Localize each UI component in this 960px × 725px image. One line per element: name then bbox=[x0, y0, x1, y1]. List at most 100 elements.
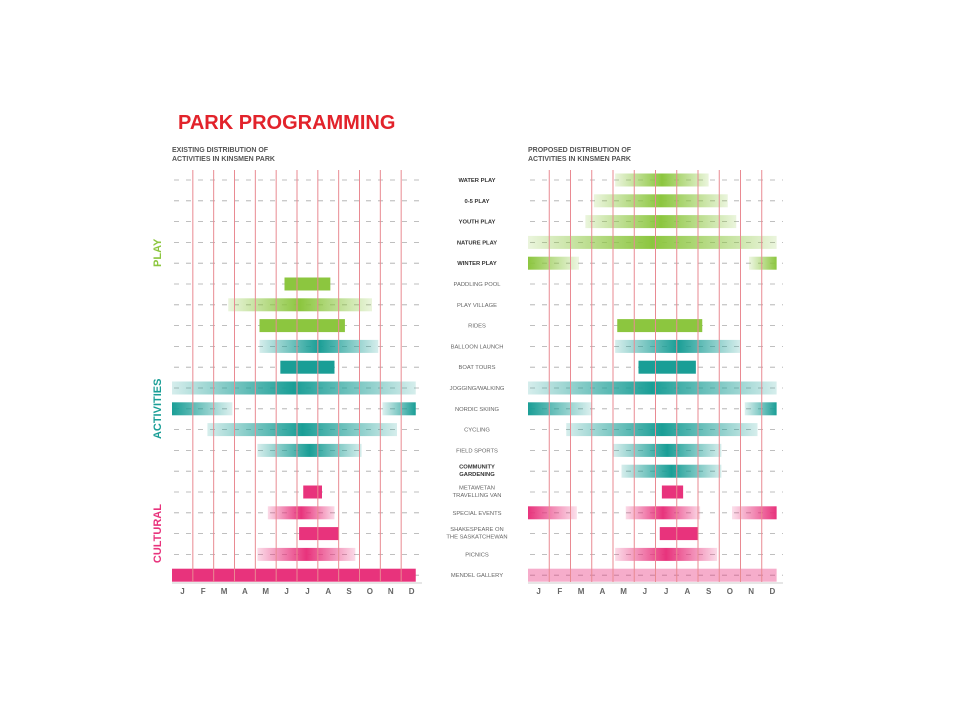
proposed-month-label: M bbox=[620, 587, 627, 596]
activity-label-winter-play: WINTER PLAY bbox=[457, 261, 497, 267]
existing-bar-metawetan-travelling-van bbox=[303, 485, 322, 499]
proposed-bar-0-5-play bbox=[593, 194, 728, 208]
existing-month-label: D bbox=[409, 587, 415, 596]
page-title: PARK PROGRAMMING bbox=[178, 112, 395, 134]
existing-bar-play-village bbox=[228, 298, 372, 312]
existing-bar-jogging-walking bbox=[172, 381, 416, 395]
activity-label-balloon-launch: BALLOON LAUNCH bbox=[451, 344, 504, 350]
activity-label-0-5-play: 0-5 PLAY bbox=[465, 199, 490, 205]
proposed-bar-community-gardening bbox=[621, 464, 722, 478]
existing-month-label: J bbox=[305, 587, 309, 596]
proposed-month-label: J bbox=[664, 587, 668, 596]
activity-label-line: GARDENING bbox=[459, 472, 495, 478]
activity-label-line: METAWETAN bbox=[459, 486, 495, 492]
activity-label-water-play: WATER PLAY bbox=[458, 178, 495, 184]
proposed-bar-winter-play bbox=[749, 256, 777, 270]
proposed-bar-youth-play bbox=[585, 215, 737, 229]
existing-month-label: N bbox=[388, 587, 394, 596]
proposed-month-label: J bbox=[536, 587, 540, 596]
existing-bar-special-events bbox=[267, 506, 335, 520]
existing-heading-line-2: ACTIVITIES IN KINSMEN PARK bbox=[172, 156, 275, 163]
proposed-bar-picnics bbox=[615, 547, 718, 561]
activity-label-youth-play: YOUTH PLAY bbox=[459, 220, 496, 226]
proposed-bar-water-play bbox=[615, 173, 709, 187]
proposed-month-label: A bbox=[684, 587, 690, 596]
proposed-bar-winter-play bbox=[528, 256, 579, 270]
existing-heading-line-1: EXISTING DISTRIBUTION OF bbox=[172, 147, 269, 154]
proposed-bar-nordic-skiing bbox=[744, 402, 777, 416]
proposed-month-label: S bbox=[706, 587, 712, 596]
activity-label-nordic-skiing: NORDIC SKIING bbox=[455, 407, 500, 413]
existing-month-label: A bbox=[242, 587, 248, 596]
proposed-heading-line-1: PROPOSED DISTRIBUTION OF bbox=[528, 147, 632, 154]
existing-bar-paddling-pool bbox=[284, 277, 331, 291]
existing-month-label: J bbox=[180, 587, 184, 596]
activity-label-community-gardening: COMMUNITY GARDENING bbox=[459, 465, 495, 479]
activity-label-boat-tours: BOAT TOURS bbox=[459, 365, 496, 371]
proposed-bar-special-events bbox=[732, 506, 777, 520]
proposed-bar-nature-play bbox=[528, 235, 777, 249]
activity-label-special-events: SPECIAL EVENTS bbox=[452, 511, 501, 517]
proposed-bar-shakespeare-on-the-saskatchewan bbox=[659, 527, 698, 541]
proposed-bar-field-sports bbox=[613, 443, 722, 457]
group-label-cultural: CULTURAL bbox=[152, 504, 164, 563]
activity-label-line: COMMUNITY bbox=[459, 465, 495, 471]
existing-month-label: M bbox=[262, 587, 269, 596]
existing-bar-cycling bbox=[207, 423, 397, 437]
existing-month-label: M bbox=[221, 587, 228, 596]
proposed-bar-nordic-skiing bbox=[528, 402, 592, 416]
proposed-heading-line-2: ACTIVITIES IN KINSMEN PARK bbox=[528, 156, 631, 163]
activity-label-mendel-gallery: MENDEL GALLERY bbox=[451, 573, 503, 579]
existing-bar-mendel-gallery bbox=[172, 568, 416, 582]
activity-label-line: THE SASKATCHEWAN bbox=[446, 535, 507, 541]
activity-label-paddling-pool: PADDLING POOL bbox=[454, 282, 502, 288]
existing-bar-boat-tours bbox=[280, 360, 335, 374]
group-label-activities: ACTIVITIES bbox=[152, 379, 164, 440]
activity-labels: WATER PLAY 0-5 PLAY YOUTH PLAY NATURE PLAY W… bbox=[446, 178, 507, 579]
proposed-bar-mendel-gallery bbox=[528, 568, 777, 582]
existing-bar-picnics bbox=[257, 547, 356, 561]
activity-label-rides: RIDES bbox=[468, 324, 486, 330]
activity-label-jogging-walking: JOGGING/WALKING bbox=[450, 386, 505, 392]
proposed-bar-special-events bbox=[528, 506, 577, 520]
existing-month-label: A bbox=[325, 587, 331, 596]
proposed-bar-jogging-walking bbox=[528, 381, 777, 395]
existing-bar-field-sports bbox=[257, 443, 362, 457]
proposed-month-label: O bbox=[727, 587, 733, 596]
activity-label-line: SHAKESPEARE ON bbox=[450, 527, 503, 533]
existing-bar-nordic-skiing bbox=[172, 402, 233, 416]
existing-month-label: J bbox=[284, 587, 288, 596]
activity-label-shakespeare-on-the-saskatchewan: SHAKESPEARE ON THE SASKATCHEWAN bbox=[446, 527, 507, 541]
proposed-bar-balloon-launch bbox=[615, 339, 741, 353]
proposed-month-label: N bbox=[748, 587, 754, 596]
proposed-bar-metawetan-travelling-van bbox=[661, 485, 684, 499]
existing-bar-shakespeare-on-the-saskatchewan bbox=[299, 527, 339, 541]
proposed-month-label: J bbox=[643, 587, 647, 596]
existing-month-label: S bbox=[346, 587, 352, 596]
existing-bar-balloon-launch bbox=[259, 339, 379, 353]
existing-bar-nordic-skiing bbox=[382, 402, 416, 416]
activity-label-field-sports: FIELD SPORTS bbox=[456, 448, 498, 454]
proposed-month-label: F bbox=[557, 587, 562, 596]
existing-month-label: F bbox=[201, 587, 206, 596]
proposed-month-label: M bbox=[578, 587, 585, 596]
activity-label-metawetan-travelling-van: METAWETAN TRAVELLING VAN bbox=[453, 486, 502, 500]
proposed-bar-special-events bbox=[625, 506, 701, 520]
group-label-play: PLAY bbox=[152, 238, 164, 267]
activity-label-play-village: PLAY VILLAGE bbox=[457, 303, 497, 309]
proposed-month-label: D bbox=[769, 587, 775, 596]
proposed-bar-rides bbox=[617, 319, 703, 333]
group-labels: PLAY ACTIVITIES CULTURAL bbox=[152, 238, 164, 563]
activity-label-line: TRAVELLING VAN bbox=[453, 493, 502, 499]
month-gridlines bbox=[172, 170, 783, 584]
existing-bar-rides bbox=[259, 319, 345, 333]
activity-label-cycling: CYCLING bbox=[464, 428, 490, 434]
proposed-month-label: A bbox=[599, 587, 605, 596]
activity-label-picnics: PICNICS bbox=[465, 552, 489, 558]
activity-label-nature-play: NATURE PLAY bbox=[457, 240, 497, 246]
proposed-bar-boat-tours bbox=[638, 360, 696, 374]
existing-month-label: O bbox=[367, 587, 373, 596]
